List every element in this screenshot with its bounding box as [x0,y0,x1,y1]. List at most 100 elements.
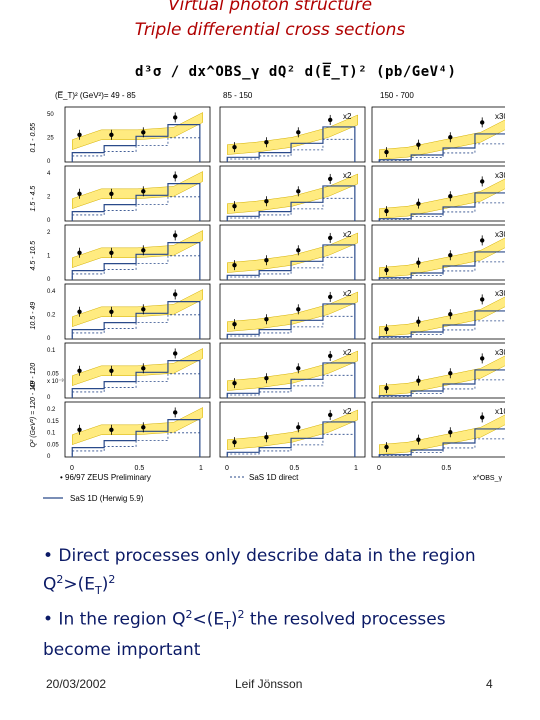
y-tick-label: 0 [47,277,51,283]
row-q2-label: 4.5 - 10.5 [30,241,37,271]
data-point [173,233,178,238]
data-point [480,120,485,125]
y-tick-label: 0.2 [47,407,56,413]
sas-direct-line [378,379,505,397]
x-axis-label: x^OBS_γ [473,475,502,482]
x-tick-label: 0.5 [135,465,145,472]
data-point [109,250,114,255]
data-point [448,253,453,258]
column-range-3: 150 - 700 [380,91,414,100]
data-point [77,132,82,137]
legend-direct: SaS 1D direct [249,473,299,482]
data-point [480,179,485,184]
y-tick-label: 0 [47,218,51,224]
model-uncertainty-band [72,171,203,209]
data-point [296,248,301,253]
herwig-histogram [378,133,505,162]
y-tick-label: 0.2 [47,313,56,319]
herwig-histogram [378,428,505,457]
model-uncertainty-band [72,407,203,445]
y-tick-label: 0.1 [47,431,56,437]
sas-direct-line [71,255,200,278]
y-tick-label: 1 [47,254,51,260]
data-point [141,130,146,135]
data-point [264,317,269,322]
footer-date: 20/03/2002 [46,677,107,691]
y-tick-label: 0 [47,395,51,401]
sas-direct-line [226,433,355,455]
data-point [448,371,453,376]
model-uncertainty-band [379,414,505,455]
sas-direct-line [71,314,200,337]
model-uncertainty-band [72,348,203,386]
panel-scale-label: x30 [495,289,505,298]
row-q2-label: 49 - 120 [30,363,37,389]
data-point [232,144,237,150]
data-point [77,250,82,255]
data-point [264,435,269,440]
panel-scale-label: x2 [343,230,352,239]
x-tick-label: 0 [70,465,74,472]
sas-direct-line [226,197,355,219]
herwig-histogram [71,301,201,339]
data-point [480,415,485,420]
data-point [448,194,453,199]
data-point [296,366,301,371]
data-point [264,376,269,381]
model-uncertainty-band [72,112,203,150]
herwig-histogram [226,421,356,457]
legend-data: • 96/97 ZEUS Preliminary [60,473,151,482]
data-point [448,135,453,140]
data-point [296,130,301,135]
model-uncertainty-band [379,178,505,219]
data-point [77,427,82,432]
y-tick-label: 0 [47,336,51,342]
data-point [232,380,237,386]
model-uncertainty-band [227,232,358,273]
data-point [328,176,333,182]
herwig-histogram [378,310,505,339]
data-point [173,351,178,356]
data-point [480,297,485,302]
data-point [296,425,301,430]
x-tick-label: 0.5 [290,465,300,472]
data-point [109,427,114,432]
model-uncertainty-band [379,355,505,396]
herwig-histogram [71,124,201,162]
data-point [77,191,82,196]
model-uncertainty-band [379,296,505,337]
panel-scale-label: x2 [343,407,352,416]
panel-scale-label: x30 [495,348,505,357]
herwig-histogram [226,185,356,221]
plot-panel [219,165,366,222]
data-point [480,356,485,361]
data-point [416,260,421,265]
panel-scale-label: x30 [495,112,505,121]
sas-direct-line [71,373,200,396]
bullet-list: • Direct processes only describe data in… [43,544,513,662]
herwig-histogram [71,419,201,457]
y-tick-label: 25 [47,136,54,142]
data-point [141,366,146,371]
data-point [384,444,389,450]
y-tick-label: 2 [47,230,51,236]
slide-title-line2: Triple differential cross sections [134,20,406,40]
data-point [328,294,333,300]
herwig-histogram [378,192,505,221]
herwig-histogram [71,183,201,221]
y-tick-label: 0.05 [47,372,59,378]
data-point [416,142,421,147]
herwig-histogram [226,126,356,162]
data-point [264,140,269,145]
y-tick-label: 0.4 [47,289,56,295]
herwig-histogram [71,360,201,398]
y-tick-label: 0.1 [47,348,56,354]
data-point [480,238,485,243]
data-point [141,425,146,430]
bullet-resolved-processes: • In the region Q2<(ET)2 the resolved pr… [43,608,446,661]
herwig-histogram [226,303,356,339]
sas-direct-line [378,143,505,161]
panel-scale-label: x2 [343,112,352,121]
y-tick-label: 0.05 [47,442,59,448]
data-point [173,292,178,297]
